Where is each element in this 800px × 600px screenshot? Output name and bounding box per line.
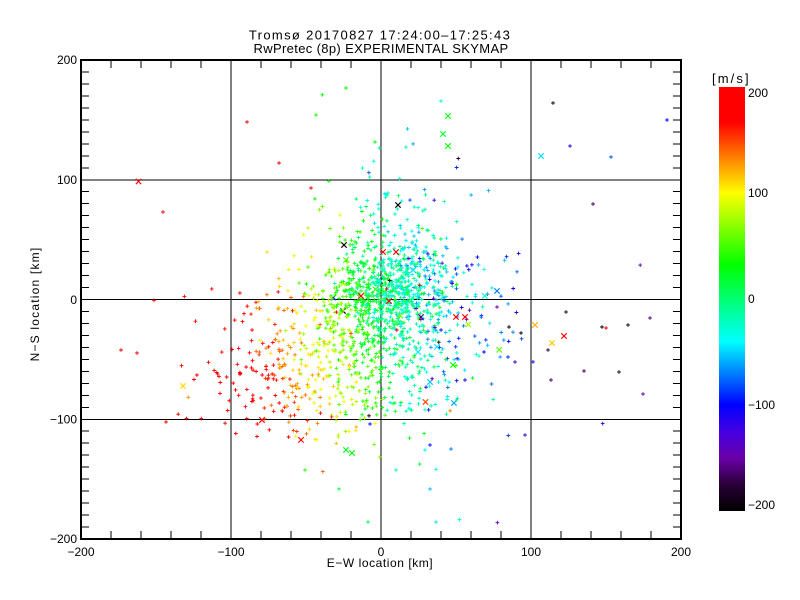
svg-text:0: 0 — [70, 293, 77, 307]
svg-text:200: 200 — [671, 545, 691, 559]
svg-text:−200: −200 — [748, 498, 775, 512]
svg-text:−100: −100 — [217, 545, 244, 559]
svg-text:−200: −200 — [67, 545, 94, 559]
svg-text:E−W location [km]: E−W location [km] — [327, 556, 433, 570]
svg-text:100: 100 — [57, 173, 77, 187]
svg-text:0: 0 — [378, 545, 385, 559]
svg-text:Tromsø 20170827 17:24:00–17:25: Tromsø 20170827 17:24:00–17:25:43 — [249, 28, 511, 43]
svg-text:100: 100 — [748, 186, 768, 200]
svg-text:0: 0 — [748, 292, 755, 306]
svg-text:100: 100 — [521, 545, 541, 559]
svg-text:N−S location [km]: N−S location [km] — [28, 247, 42, 362]
svg-text:−200: −200 — [50, 532, 77, 546]
svg-text:RwPretec (8p) EXPERIMENTAL SKY: RwPretec (8p) EXPERIMENTAL SKYMAP — [253, 41, 508, 56]
svg-text:[m/s]: [m/s] — [712, 71, 751, 86]
svg-text:200: 200 — [57, 53, 77, 67]
svg-text:200: 200 — [748, 86, 768, 100]
svg-text:−100: −100 — [50, 413, 77, 427]
svg-text:−100: −100 — [748, 398, 775, 412]
